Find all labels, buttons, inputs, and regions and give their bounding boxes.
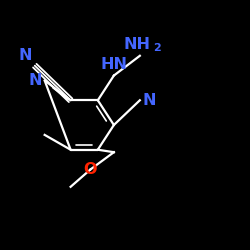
- Text: HN: HN: [100, 57, 128, 72]
- Text: N: N: [142, 93, 156, 108]
- Text: N: N: [19, 48, 32, 63]
- Text: N: N: [29, 73, 42, 88]
- Text: NH: NH: [124, 37, 151, 52]
- Text: O: O: [84, 162, 97, 177]
- Text: 2: 2: [154, 43, 161, 53]
